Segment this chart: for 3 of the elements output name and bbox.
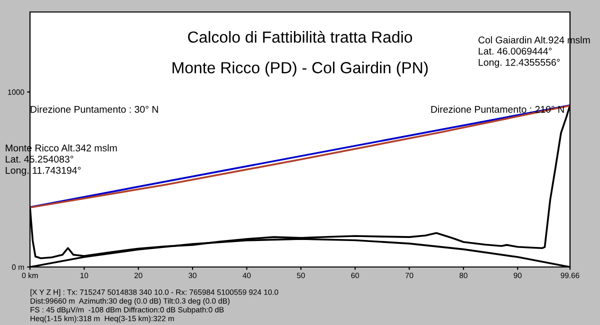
text: Calcolo di Fattibilità tratta Radio (188, 30, 412, 43)
annotation: Direzione Puntamento : 30° N (30, 106, 158, 113)
text: Monte Ricco (PD) - Col Gairdin (PN) (172, 62, 428, 77)
